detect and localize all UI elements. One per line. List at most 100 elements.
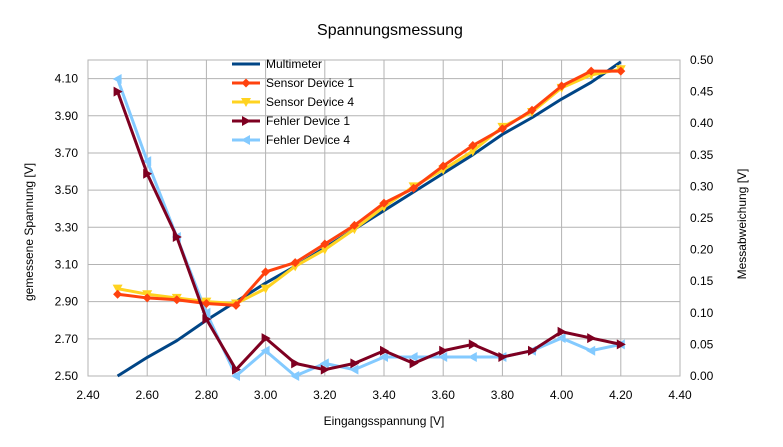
y2-tick-label: 0.20 [690, 243, 714, 257]
data-point-fehler-device-4 [290, 371, 300, 381]
x-tick-label: 4.00 [550, 388, 574, 402]
data-point-sensor-device-1 [438, 161, 448, 171]
x-tick-label: 3.80 [491, 388, 515, 402]
y2-tick-label: 0.30 [690, 179, 714, 193]
y-tick-label: 3.70 [55, 146, 79, 160]
data-point-fehler-device-4 [438, 352, 448, 363]
y2-tick-label: 0.00 [690, 369, 714, 383]
data-point-sensor-device-1 [586, 66, 596, 76]
legend-label: Fehler Device 1 [266, 114, 350, 128]
x-axis-title: Eingangsspannung [V] [324, 414, 445, 428]
data-point-fehler-device-4 [349, 364, 359, 375]
y2-axis-title: Messabweichung [V] [735, 169, 749, 280]
legend-marker [241, 98, 251, 107]
data-point-sensor-device-1 [557, 81, 567, 91]
data-point-fehler-device-1 [528, 345, 537, 356]
y2-tick-label: 0.50 [690, 53, 714, 67]
data-point-fehler-device-1 [261, 333, 271, 344]
y2-tick-label: 0.45 [690, 85, 714, 99]
data-point-sensor-device-1 [320, 239, 330, 249]
data-point-fehler-device-1 [350, 358, 360, 369]
data-point-sensor-device-1 [201, 299, 211, 309]
data-point-sensor-device-1 [349, 220, 359, 230]
data-point-sensor-device-1 [172, 295, 182, 305]
data-point-fehler-device-4 [319, 358, 329, 369]
x-tick-label: 2.80 [195, 388, 219, 402]
data-point-fehler-device-4 [231, 371, 240, 381]
data-point-sensor-device-1 [468, 141, 478, 151]
data-point-fehler-device-1 [232, 364, 241, 375]
data-point-sensor-device-1 [231, 300, 241, 310]
data-point-fehler-device-4 [556, 333, 566, 344]
y2-tick-label: 0.05 [690, 337, 714, 351]
series-line-fehler-device-1 [116, 91, 622, 372]
y-axis-title: gemessene Spannung [V] [22, 163, 36, 301]
data-point-fehler-device-1 [587, 333, 597, 344]
data-point-fehler-device-1 [616, 339, 626, 350]
x-tick-label: 3.60 [432, 388, 456, 402]
y-tick-label: 3.10 [55, 257, 79, 271]
data-point-sensor-device-1 [409, 183, 419, 193]
data-point-fehler-device-1 [409, 358, 419, 369]
x-tick-label: 3.40 [372, 388, 396, 402]
data-point-fehler-device-4 [260, 345, 270, 356]
legend-item-sensor-device-1: Sensor Device 1 [232, 76, 354, 90]
data-point-fehler-device-4 [201, 307, 211, 318]
legend-label: Multimeter [266, 57, 322, 71]
y-tick-label: 2.50 [55, 369, 79, 383]
data-point-fehler-device-4 [467, 352, 477, 363]
data-point-fehler-device-1 [498, 352, 508, 363]
data-point-fehler-device-1 [557, 326, 567, 337]
data-point-fehler-device-1 [172, 231, 182, 242]
data-point-sensor-device-1 [379, 198, 389, 208]
y-tick-label: 3.50 [55, 183, 79, 197]
legend-label: Sensor Device 1 [266, 76, 354, 90]
plot-area-frame [87, 59, 681, 377]
legend-label: Sensor Device 4 [266, 95, 354, 109]
y2-tick-label: 0.10 [690, 306, 714, 320]
tick-labels: 2.40 2.60 2.80 3.00 3.20 3.40 3.60 3.80 4.00 4.20… [55, 53, 714, 402]
legend-marker [241, 135, 250, 145]
data-point-sensor-device-1 [290, 258, 300, 268]
data-point-fehler-device-4 [379, 352, 388, 363]
data-point-fehler-device-1 [291, 358, 301, 369]
data-point-fehler-device-1 [202, 314, 212, 325]
data-point-fehler-device-4 [586, 345, 596, 356]
series-fehler-device-1 [113, 86, 626, 375]
y2-tick-label: 0.15 [690, 274, 714, 288]
y-tick-label: 4.10 [55, 72, 79, 86]
data-point-fehler-device-1 [380, 345, 389, 356]
y2-tick-label: 0.35 [690, 148, 714, 162]
data-point-fehler-device-4 [408, 352, 418, 363]
data-point-fehler-device-1 [113, 86, 123, 97]
legend-item-fehler-device-1: Fehler Device 1 [232, 114, 350, 128]
y-tick-label: 2.90 [55, 295, 79, 309]
x-tick-label: 3.00 [254, 388, 278, 402]
y-tick-label: 2.70 [55, 332, 79, 346]
data-point-sensor-device-1 [113, 289, 123, 299]
chart-legend: Multimeter Sensor Device 1 Sensor Device 4… [232, 57, 354, 147]
data-point-fehler-device-1 [468, 339, 478, 350]
data-point-sensor-device-1 [527, 105, 537, 115]
legend-item-fehler-device-4: Fehler Device 4 [232, 133, 350, 147]
y2-tick-label: 0.25 [690, 211, 714, 225]
legend-marker [242, 116, 251, 126]
data-point-fehler-device-4 [112, 73, 122, 84]
x-tick-label: 2.60 [136, 388, 160, 402]
y2-tick-label: 0.40 [690, 116, 714, 130]
data-point-fehler-device-1 [143, 168, 153, 179]
data-point-sensor-device-4 [467, 147, 478, 157]
data-point-sensor-device-4 [260, 284, 271, 294]
data-point-sensor-device-4 [112, 284, 123, 294]
data-point-fehler-device-4 [142, 156, 152, 167]
y-tick-label: 3.90 [55, 109, 79, 123]
x-tick-label: 4.40 [668, 388, 692, 402]
legend-item-sensor-device-4: Sensor Device 4 [232, 95, 354, 109]
data-point-fehler-device-1 [439, 345, 449, 356]
data-point-sensor-device-4 [319, 245, 330, 255]
data-series [112, 60, 626, 381]
data-point-sensor-device-1 [142, 293, 152, 303]
